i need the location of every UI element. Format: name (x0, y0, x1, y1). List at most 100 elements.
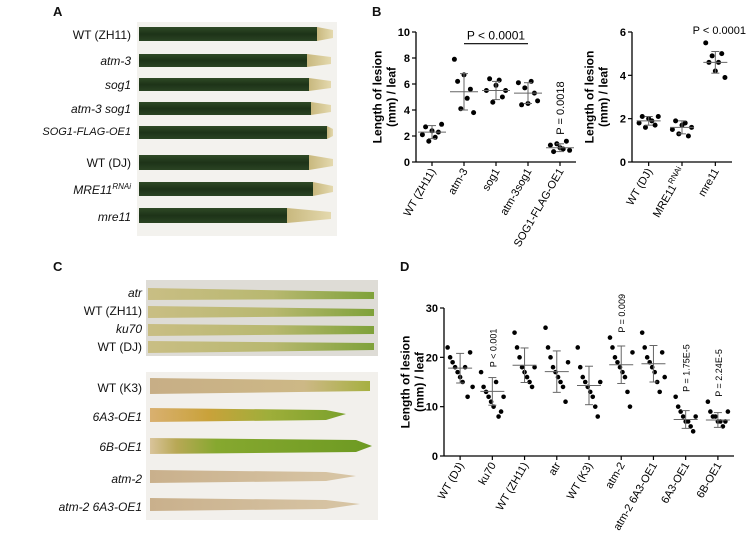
data-point (688, 424, 693, 429)
x-tick-label-text: WT (DJ) (625, 167, 656, 208)
data-point (612, 355, 618, 360)
y-axis-label-line: (mm) / leaf (384, 66, 398, 127)
data-point (478, 369, 484, 375)
y-axis-label: Length of lesion(mm) / leaf (399, 336, 427, 429)
data-point (465, 394, 470, 400)
y-tick-label: 20 (426, 352, 438, 364)
data-point (439, 121, 445, 127)
data-point (447, 355, 453, 360)
y-tick-label: 4 (404, 105, 411, 117)
data-point (590, 394, 596, 400)
data-point (565, 359, 571, 365)
data-point (486, 394, 491, 400)
data-point (498, 409, 504, 414)
leaf-wt-k3 (150, 378, 370, 394)
data-point (659, 350, 665, 355)
leaf-mre11 (139, 208, 331, 223)
leaf-wt-dj (139, 155, 333, 170)
y-tick-label: 2 (620, 114, 626, 126)
x-tick-label-text: 6A3-OE1 (659, 461, 692, 506)
x-tick-label: sog1 (480, 167, 502, 194)
chart-b-right: Length of lesion(mm) / leaf 0 2 4 6 WT (DJ)MR… (583, 25, 746, 220)
data-point (460, 379, 465, 385)
x-tick-label-text: MRE11 (651, 183, 679, 220)
data-point (725, 409, 731, 414)
data-point (662, 374, 667, 380)
leaf-label-mre11-rnai: MRE11RNAi (73, 182, 131, 197)
data-point (719, 51, 725, 57)
panel-letter-d: D (400, 259, 410, 274)
data-point (499, 94, 505, 100)
y-tick-label: 0 (404, 157, 410, 169)
data-point (642, 124, 648, 130)
y-tick-label: 6 (404, 79, 410, 91)
data-point (644, 355, 650, 360)
data-point (580, 374, 586, 380)
data-point (462, 364, 468, 370)
data-point (567, 147, 573, 153)
data-point (445, 345, 450, 350)
data-point (685, 133, 691, 139)
p-value-atm-2: P = 0.009 (617, 294, 627, 333)
data-point (675, 404, 681, 409)
y-axis-label-line: Length of lesion (583, 51, 597, 144)
data-point (470, 384, 475, 390)
data-point (673, 118, 679, 124)
leaf-atm-2-6a3-oe1 (150, 498, 360, 511)
data-point (527, 379, 532, 385)
data-point (703, 40, 709, 46)
data-point (708, 409, 713, 414)
x-tick-label-text: sog1 (480, 167, 502, 194)
data-point (535, 98, 541, 104)
data-point (515, 80, 521, 86)
data-point (575, 345, 581, 350)
data-point (577, 364, 583, 370)
data-point (514, 345, 520, 350)
leaf-label-rnai-superscript: RNAi (112, 182, 131, 191)
panel-letter-b: B (372, 4, 382, 19)
leaf-label-6a3-oe1: 6A3-OE1 (92, 410, 142, 424)
data-point (682, 120, 688, 126)
y-tick-label: 2 (404, 131, 410, 143)
data-point (532, 364, 537, 370)
leaf-wt-zh11 (139, 27, 333, 41)
data-point (522, 85, 528, 91)
data-point (529, 384, 535, 390)
data-point (455, 78, 461, 84)
data-point (558, 379, 563, 385)
data-point (595, 414, 601, 419)
leaf-label-6b-oe1: 6B-OE1 (99, 440, 142, 454)
data-point (452, 364, 458, 370)
data-point (496, 414, 501, 419)
data-point (639, 330, 645, 335)
leaf-atm-2 (150, 470, 356, 483)
y-axis-label-line: (mm) / leaf (596, 66, 610, 127)
leaf-label-wt-zh11: WT (ZH11) (72, 28, 131, 42)
x-tick-label: WT (ZH11) (402, 167, 439, 219)
x-tick-label: WT (K3) (565, 461, 596, 502)
data-point (487, 76, 493, 82)
x-tick-label: atm-3 (446, 167, 470, 197)
x-tick-label: ku70 (477, 461, 499, 488)
data-point (423, 124, 429, 130)
leaf-label-atm-3-sog1: atm-3 sog1 (70, 102, 131, 116)
y-tick-label: 6 (620, 27, 626, 39)
y-tick-label: 4 (620, 70, 627, 82)
data-point (592, 404, 598, 409)
chart-b-left: Length of lesion(mm) / leaf 0 2 4 6 8 10 WT (ZH… (371, 27, 576, 249)
x-tick-label: atr (547, 460, 564, 477)
panel-letter-c: C (53, 259, 63, 274)
leaf-label-wt-k3: WT (K3) (97, 381, 142, 395)
data-point (582, 379, 588, 385)
y-tick-label: 10 (398, 27, 410, 39)
chart-d: Length of lesion(mm) / leaf 0 10 20 30 WT (DJ… (399, 294, 734, 533)
p-value-ku70: P < 0.001 (488, 329, 498, 368)
data-point (642, 345, 647, 350)
data-point (625, 389, 630, 395)
x-tick-label-text: WT (ZH11) (402, 167, 439, 219)
data-point (519, 102, 525, 108)
data-point (467, 350, 473, 355)
data-point (455, 369, 460, 375)
x-tick-label: atm-3sog1 (498, 167, 534, 218)
data-point (563, 138, 569, 144)
